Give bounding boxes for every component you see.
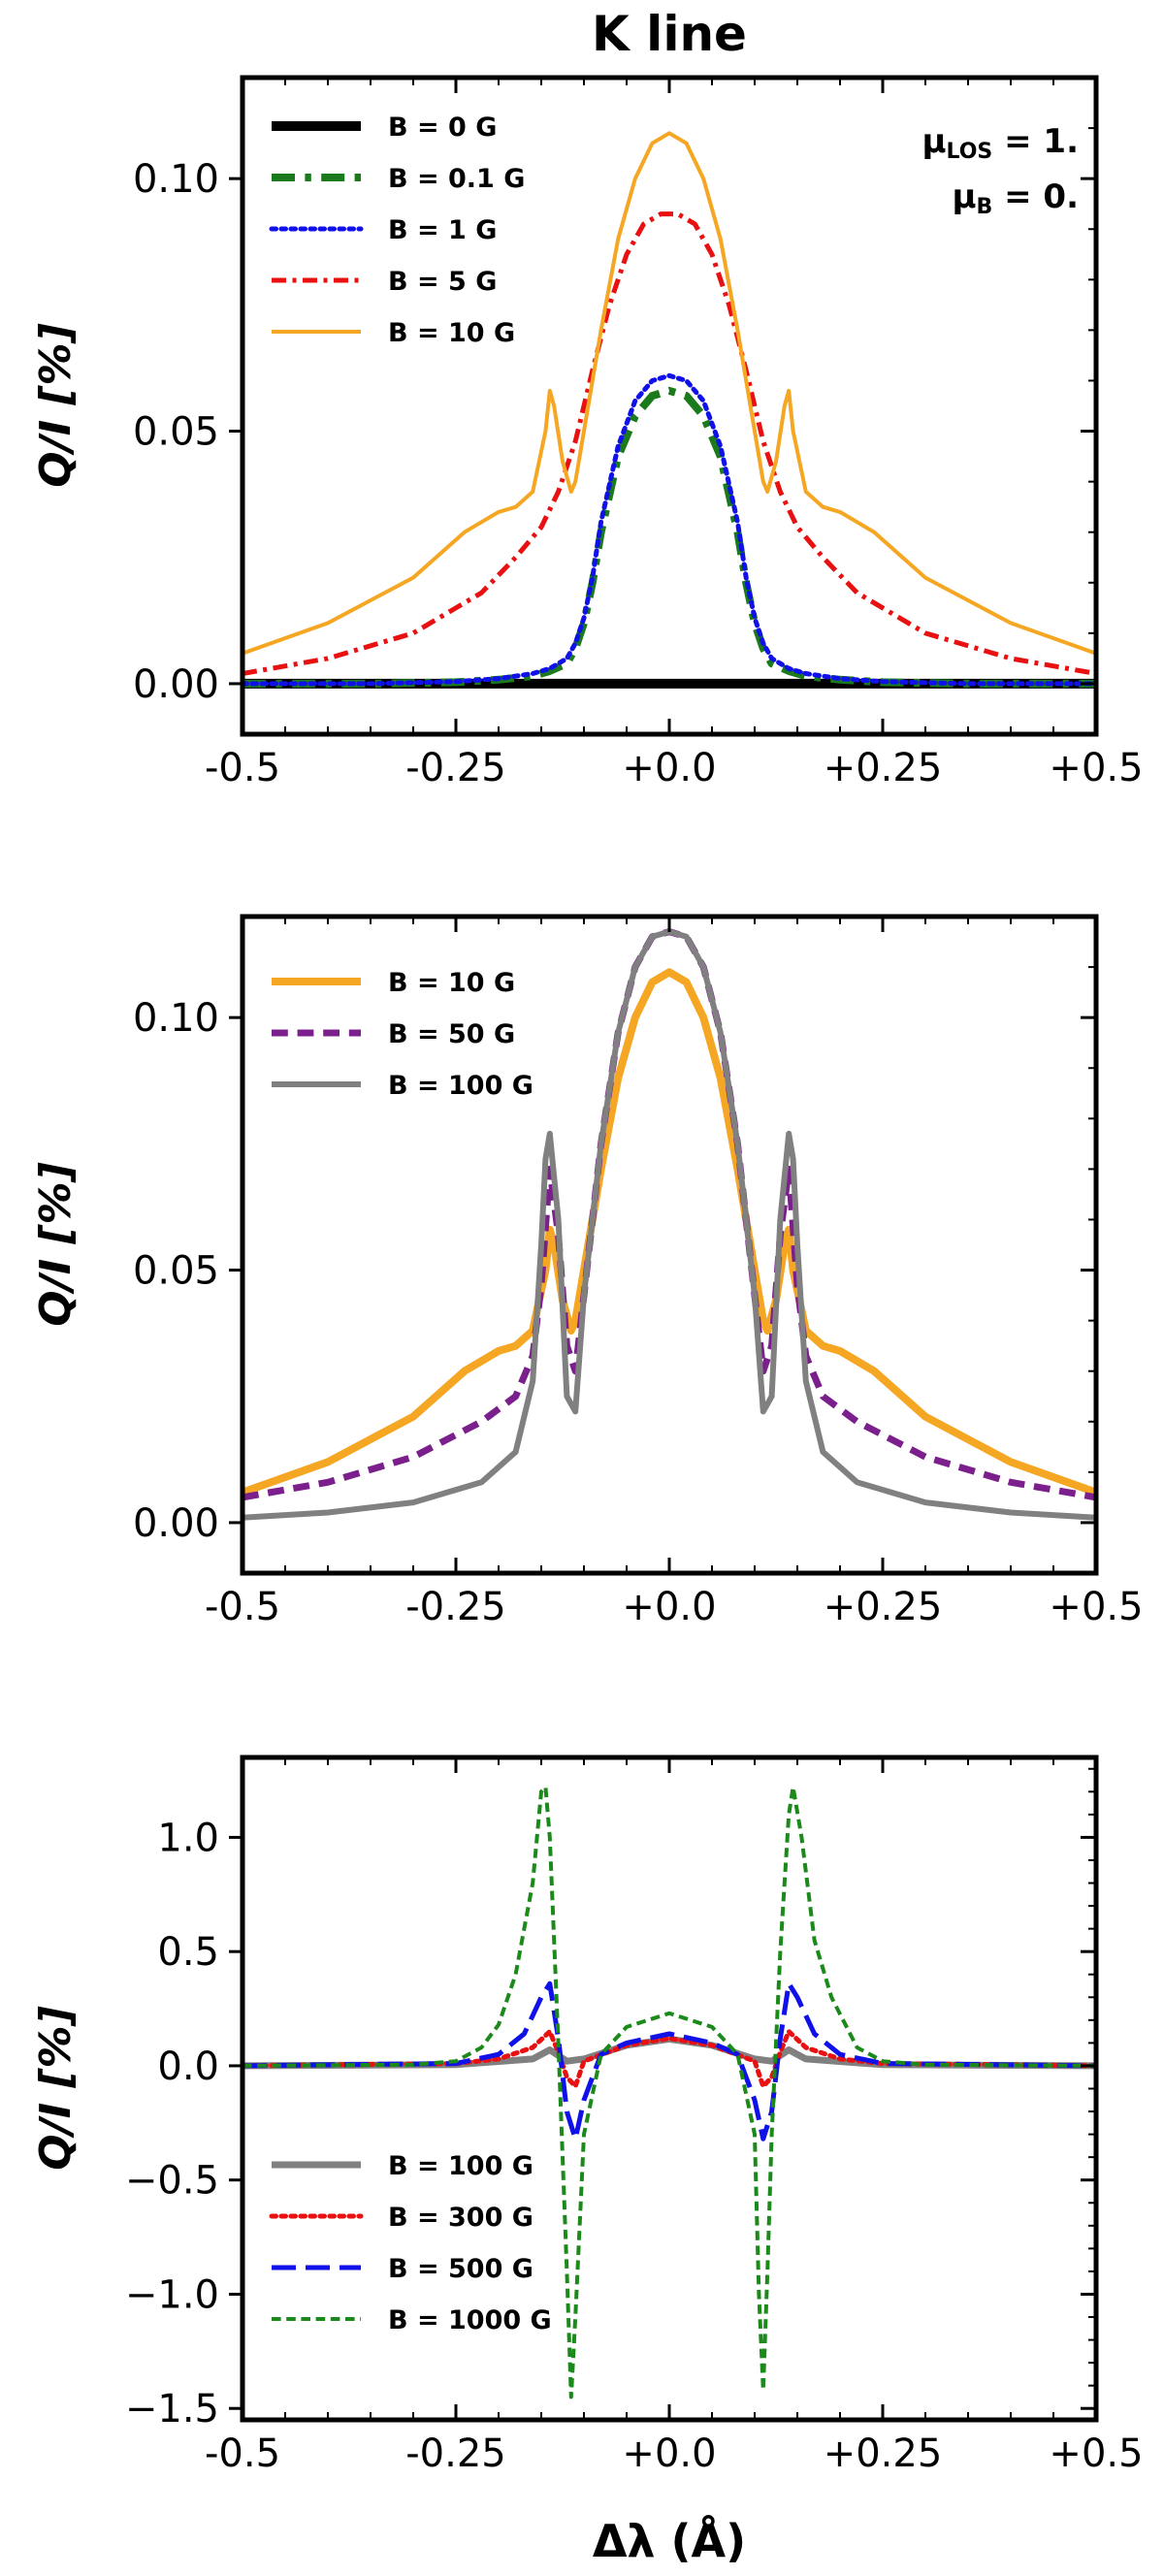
x-tick-label: -0.25 [405, 2431, 506, 2476]
legend-label: B = 0 G [388, 113, 497, 143]
x-tick-label: -0.25 [405, 1585, 506, 1629]
panel-middle-plot [242, 928, 1096, 1521]
annotation-mu-los-value: = 1. [992, 122, 1079, 161]
x-tick-label: +0.0 [622, 746, 716, 790]
series-line-b-100-g [242, 2035, 1096, 2070]
series-line-b-300-g [242, 2029, 1096, 2089]
panel-middle-frame [240, 914, 1099, 1576]
y-tick-label: 0.00 [133, 662, 219, 707]
y-tick-label: 0.10 [133, 996, 219, 1041]
panel-middle-ylabel: Q/I [%] [31, 1162, 81, 1326]
legend-label: B = 10 G [388, 318, 515, 348]
panel-top-legend: B = 0 G B = 0.1 G B = 1 G B = 5 G B = 10 G [269, 113, 525, 348]
legend-label: B = 1 G [388, 215, 497, 245]
y-tick-label: 1.0 [157, 1816, 219, 1860]
panel-bottom-legend: B = 100 G B = 300 G B = 500 G B = 1000 G [269, 2151, 552, 2335]
y-tick-label: 0.05 [133, 1249, 219, 1294]
legend-label: B = 500 G [388, 2254, 534, 2284]
legend-label: B = 5 G [388, 267, 497, 297]
y-tick-label: −0.5 [125, 2159, 219, 2204]
panel-bottom-ticks: -0.5 -0.25 +0.0 +0.25 +0.5 −1.5 −1.0 −0.5 0.0 0.5… [125, 1757, 1144, 2476]
x-tick-label: -0.5 [205, 746, 280, 790]
panel-bottom-plot [242, 1785, 1096, 2399]
y-tick-label: −1.0 [125, 2272, 219, 2317]
series-line-b-10-g [242, 131, 1096, 656]
series-line-b-0-1-g [242, 386, 1096, 688]
legend-label: B = 100 G [388, 1071, 534, 1101]
x-tick-label: -0.5 [205, 1585, 280, 1629]
x-tick-label: +0.25 [824, 2431, 943, 2476]
y-tick-label: −1.5 [125, 2387, 219, 2431]
y-tick-label: 0.10 [133, 157, 219, 202]
x-tick-label: +0.25 [824, 1585, 943, 1629]
panel-bottom: -0.5 -0.25 +0.0 +0.25 +0.5 −1.5 −1.0 −0.5 0.0 0.5… [31, 1755, 1144, 2567]
series-line-b-1000-g [242, 1785, 1096, 2399]
series-line-b-5-g [242, 211, 1096, 676]
annotation-mu-b-symbol: μ [952, 177, 976, 216]
x-tick-label: +0.5 [1049, 2431, 1143, 2476]
y-tick-label: 0.05 [133, 410, 219, 455]
legend-label: B = 50 G [388, 1019, 515, 1049]
panel-middle: -0.5 -0.25 +0.0 +0.25 +0.5 0.00 0.05 0.10 B = 1… [31, 914, 1144, 1629]
annotation-mu-los-sub: LOS [946, 140, 992, 164]
y-tick-label: 0.5 [157, 1930, 219, 1975]
x-tick-label: +0.0 [622, 2431, 716, 2476]
figure-title: K line [592, 6, 747, 62]
panel-top-plot [242, 131, 1096, 689]
panel-top-ylabel: Q/I [%] [31, 323, 81, 487]
series-line-b-50-g [242, 928, 1096, 1501]
legend-label: B = 1000 G [388, 2305, 552, 2335]
x-tick-label: +0.0 [622, 1585, 716, 1629]
panel-top-ticks: -0.5 -0.25 +0.0 +0.25 +0.5 0.00 0.05 0.10 [133, 77, 1144, 790]
x-axis-label: Δλ (Å) [593, 2515, 746, 2567]
legend-label: B = 300 G [388, 2203, 534, 2233]
panel-middle-legend: B = 10 G B = 50 G B = 100 G [272, 968, 534, 1101]
panel-bottom-frame [240, 1755, 1099, 2423]
panel-bottom-ylabel: Q/I [%] [31, 2006, 81, 2170]
series-line-b-10-g [242, 968, 1096, 1497]
legend-label: B = 100 G [388, 2151, 534, 2181]
series-line-b-1-g [242, 372, 1096, 687]
x-tick-label: +0.25 [824, 746, 943, 790]
legend-label: B = 10 G [388, 968, 515, 998]
panel-top-frame [240, 75, 1099, 737]
legend-label: B = 0.1 G [388, 164, 525, 194]
y-tick-label: 0.0 [157, 2045, 219, 2089]
x-tick-label: -0.5 [205, 2431, 280, 2476]
x-tick-label: -0.25 [405, 746, 506, 790]
series-line-b-500-g [242, 1980, 1096, 2141]
annotation-mu-los-symbol: μ [922, 122, 946, 161]
x-tick-label: +0.5 [1049, 746, 1143, 790]
y-tick-label: 0.00 [133, 1501, 219, 1546]
series-line-b-100-g [242, 928, 1096, 1521]
annotation-mu-b-sub: B [976, 195, 992, 219]
panel-top: -0.5 -0.25 +0.0 +0.25 +0.5 0.00 0.05 0.10 B = 0… [31, 75, 1144, 790]
x-tick-label: +0.5 [1049, 1585, 1143, 1629]
annotation-mu-los: μLOS = 1. [922, 122, 1079, 164]
annotation-mu-b-value: = 0. [992, 177, 1079, 216]
annotation-mu-b: μB = 0. [952, 177, 1079, 219]
panel-middle-ticks: -0.5 -0.25 +0.0 +0.25 +0.5 0.00 0.05 0.10 [133, 916, 1144, 1629]
